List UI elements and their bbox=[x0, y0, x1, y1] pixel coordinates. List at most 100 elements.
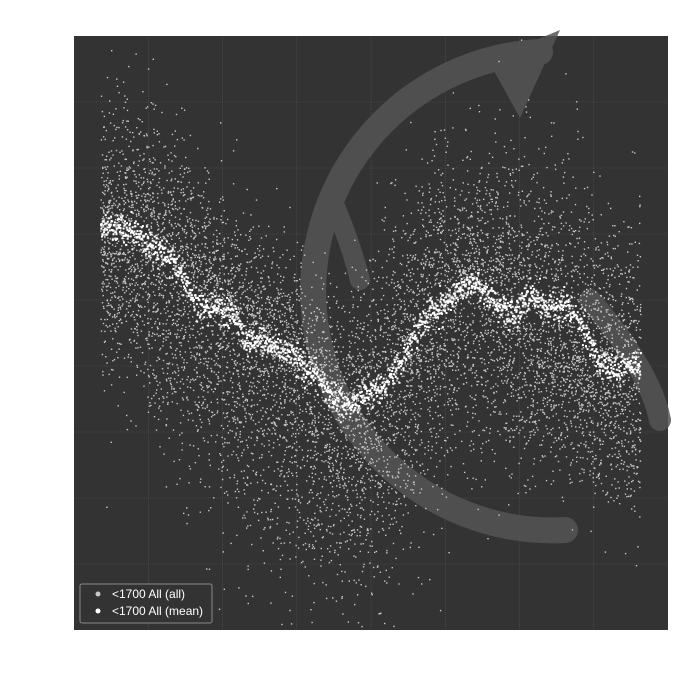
scatter-point bbox=[324, 358, 326, 360]
scatter-point bbox=[366, 413, 368, 415]
scatter-point bbox=[520, 457, 522, 459]
scatter-point bbox=[589, 451, 591, 453]
scatter-point bbox=[591, 385, 593, 387]
scatter-point bbox=[278, 267, 280, 269]
scatter-point bbox=[414, 448, 416, 451]
scatter-point bbox=[140, 216, 142, 218]
scatter-point bbox=[191, 229, 193, 232]
scatter-point bbox=[110, 368, 113, 371]
scatter-point bbox=[476, 225, 478, 228]
scatter-point bbox=[306, 347, 308, 349]
scatter-point bbox=[272, 356, 274, 358]
scatter-point bbox=[100, 207, 102, 209]
scatter-point bbox=[394, 382, 396, 385]
scatter-point bbox=[467, 293, 470, 295]
scatter-point bbox=[118, 348, 120, 350]
scatter-point bbox=[362, 509, 365, 511]
scatter-point bbox=[604, 253, 606, 255]
scatter-point bbox=[228, 391, 231, 393]
scatter-point bbox=[339, 375, 341, 377]
scatter-point bbox=[572, 364, 575, 366]
scatter-point bbox=[465, 405, 467, 407]
scatter-point bbox=[192, 261, 194, 263]
scatter-point bbox=[209, 281, 212, 284]
scatter-point bbox=[407, 381, 409, 383]
scatter-point bbox=[592, 395, 594, 397]
scatter-point bbox=[405, 413, 407, 416]
scatter-point bbox=[592, 357, 594, 359]
scatter-point bbox=[354, 603, 356, 606]
scatter-point bbox=[506, 382, 508, 384]
scatter-point bbox=[125, 314, 127, 316]
scatter-point bbox=[485, 323, 487, 325]
scatter-point bbox=[548, 340, 550, 342]
scatter-point bbox=[160, 294, 162, 296]
scatter-point bbox=[485, 247, 487, 249]
scatter-point bbox=[218, 232, 221, 235]
scatter-point bbox=[503, 333, 506, 336]
scatter-point bbox=[326, 301, 328, 304]
scatter-point bbox=[189, 336, 191, 339]
scatter-point bbox=[236, 139, 238, 141]
scatter-point bbox=[459, 209, 461, 211]
scatter-point bbox=[183, 139, 185, 141]
scatter-point bbox=[149, 186, 151, 189]
scatter-point bbox=[569, 464, 572, 466]
scatter-point bbox=[212, 292, 214, 294]
scatter-point bbox=[132, 212, 134, 214]
scatter-point bbox=[553, 407, 555, 409]
scatter-point bbox=[383, 309, 386, 311]
scatter-point bbox=[289, 391, 291, 394]
scatter-point bbox=[113, 231, 116, 234]
scatter-point bbox=[338, 510, 341, 512]
scatter-point bbox=[515, 168, 517, 170]
scatter-point bbox=[268, 277, 270, 279]
scatter-point bbox=[137, 148, 139, 151]
scatter-point bbox=[310, 366, 312, 368]
scatter-point bbox=[313, 547, 316, 550]
scatter-point bbox=[286, 521, 288, 524]
scatter-point bbox=[395, 492, 398, 494]
scatter-point bbox=[279, 387, 281, 389]
scatter-point bbox=[509, 329, 511, 331]
scatter-point bbox=[173, 264, 175, 267]
scatter-point bbox=[466, 425, 468, 427]
scatter-point bbox=[507, 378, 509, 380]
scatter-point bbox=[536, 333, 538, 335]
scatter-point bbox=[342, 361, 344, 363]
scatter-point bbox=[298, 499, 300, 501]
scatter-point bbox=[482, 314, 484, 316]
scatter-point bbox=[224, 279, 226, 281]
scatter-point bbox=[523, 299, 525, 302]
scatter-point bbox=[460, 237, 462, 239]
scatter-point bbox=[578, 426, 581, 428]
scatter-point bbox=[253, 291, 256, 293]
scatter-point bbox=[174, 145, 176, 147]
scatter-point bbox=[333, 295, 335, 298]
scatter-point bbox=[381, 219, 383, 221]
scatter-point bbox=[231, 381, 234, 384]
scatter-point bbox=[142, 248, 144, 250]
scatter-point bbox=[504, 326, 506, 329]
scatter-point bbox=[289, 307, 291, 309]
scatter-point bbox=[431, 296, 433, 298]
scatter-point bbox=[570, 211, 573, 213]
scatter-point bbox=[145, 257, 147, 259]
scatter-point bbox=[232, 295, 234, 297]
scatter-point bbox=[570, 422, 572, 424]
scatter-point bbox=[573, 416, 575, 419]
scatter-point bbox=[310, 609, 312, 611]
scatter-point bbox=[587, 247, 590, 249]
scatter-point bbox=[524, 345, 527, 347]
scatter-point bbox=[446, 287, 448, 289]
scatter-point bbox=[436, 353, 438, 355]
scatter-point bbox=[239, 344, 242, 346]
scatter-point bbox=[574, 393, 577, 395]
scatter-point bbox=[226, 366, 229, 369]
scatter-point bbox=[246, 477, 249, 479]
scatter-point bbox=[417, 424, 420, 426]
scatter-point bbox=[409, 394, 412, 397]
scatter-point bbox=[299, 377, 301, 379]
scatter-point bbox=[222, 392, 224, 394]
scatter-point bbox=[189, 197, 192, 199]
